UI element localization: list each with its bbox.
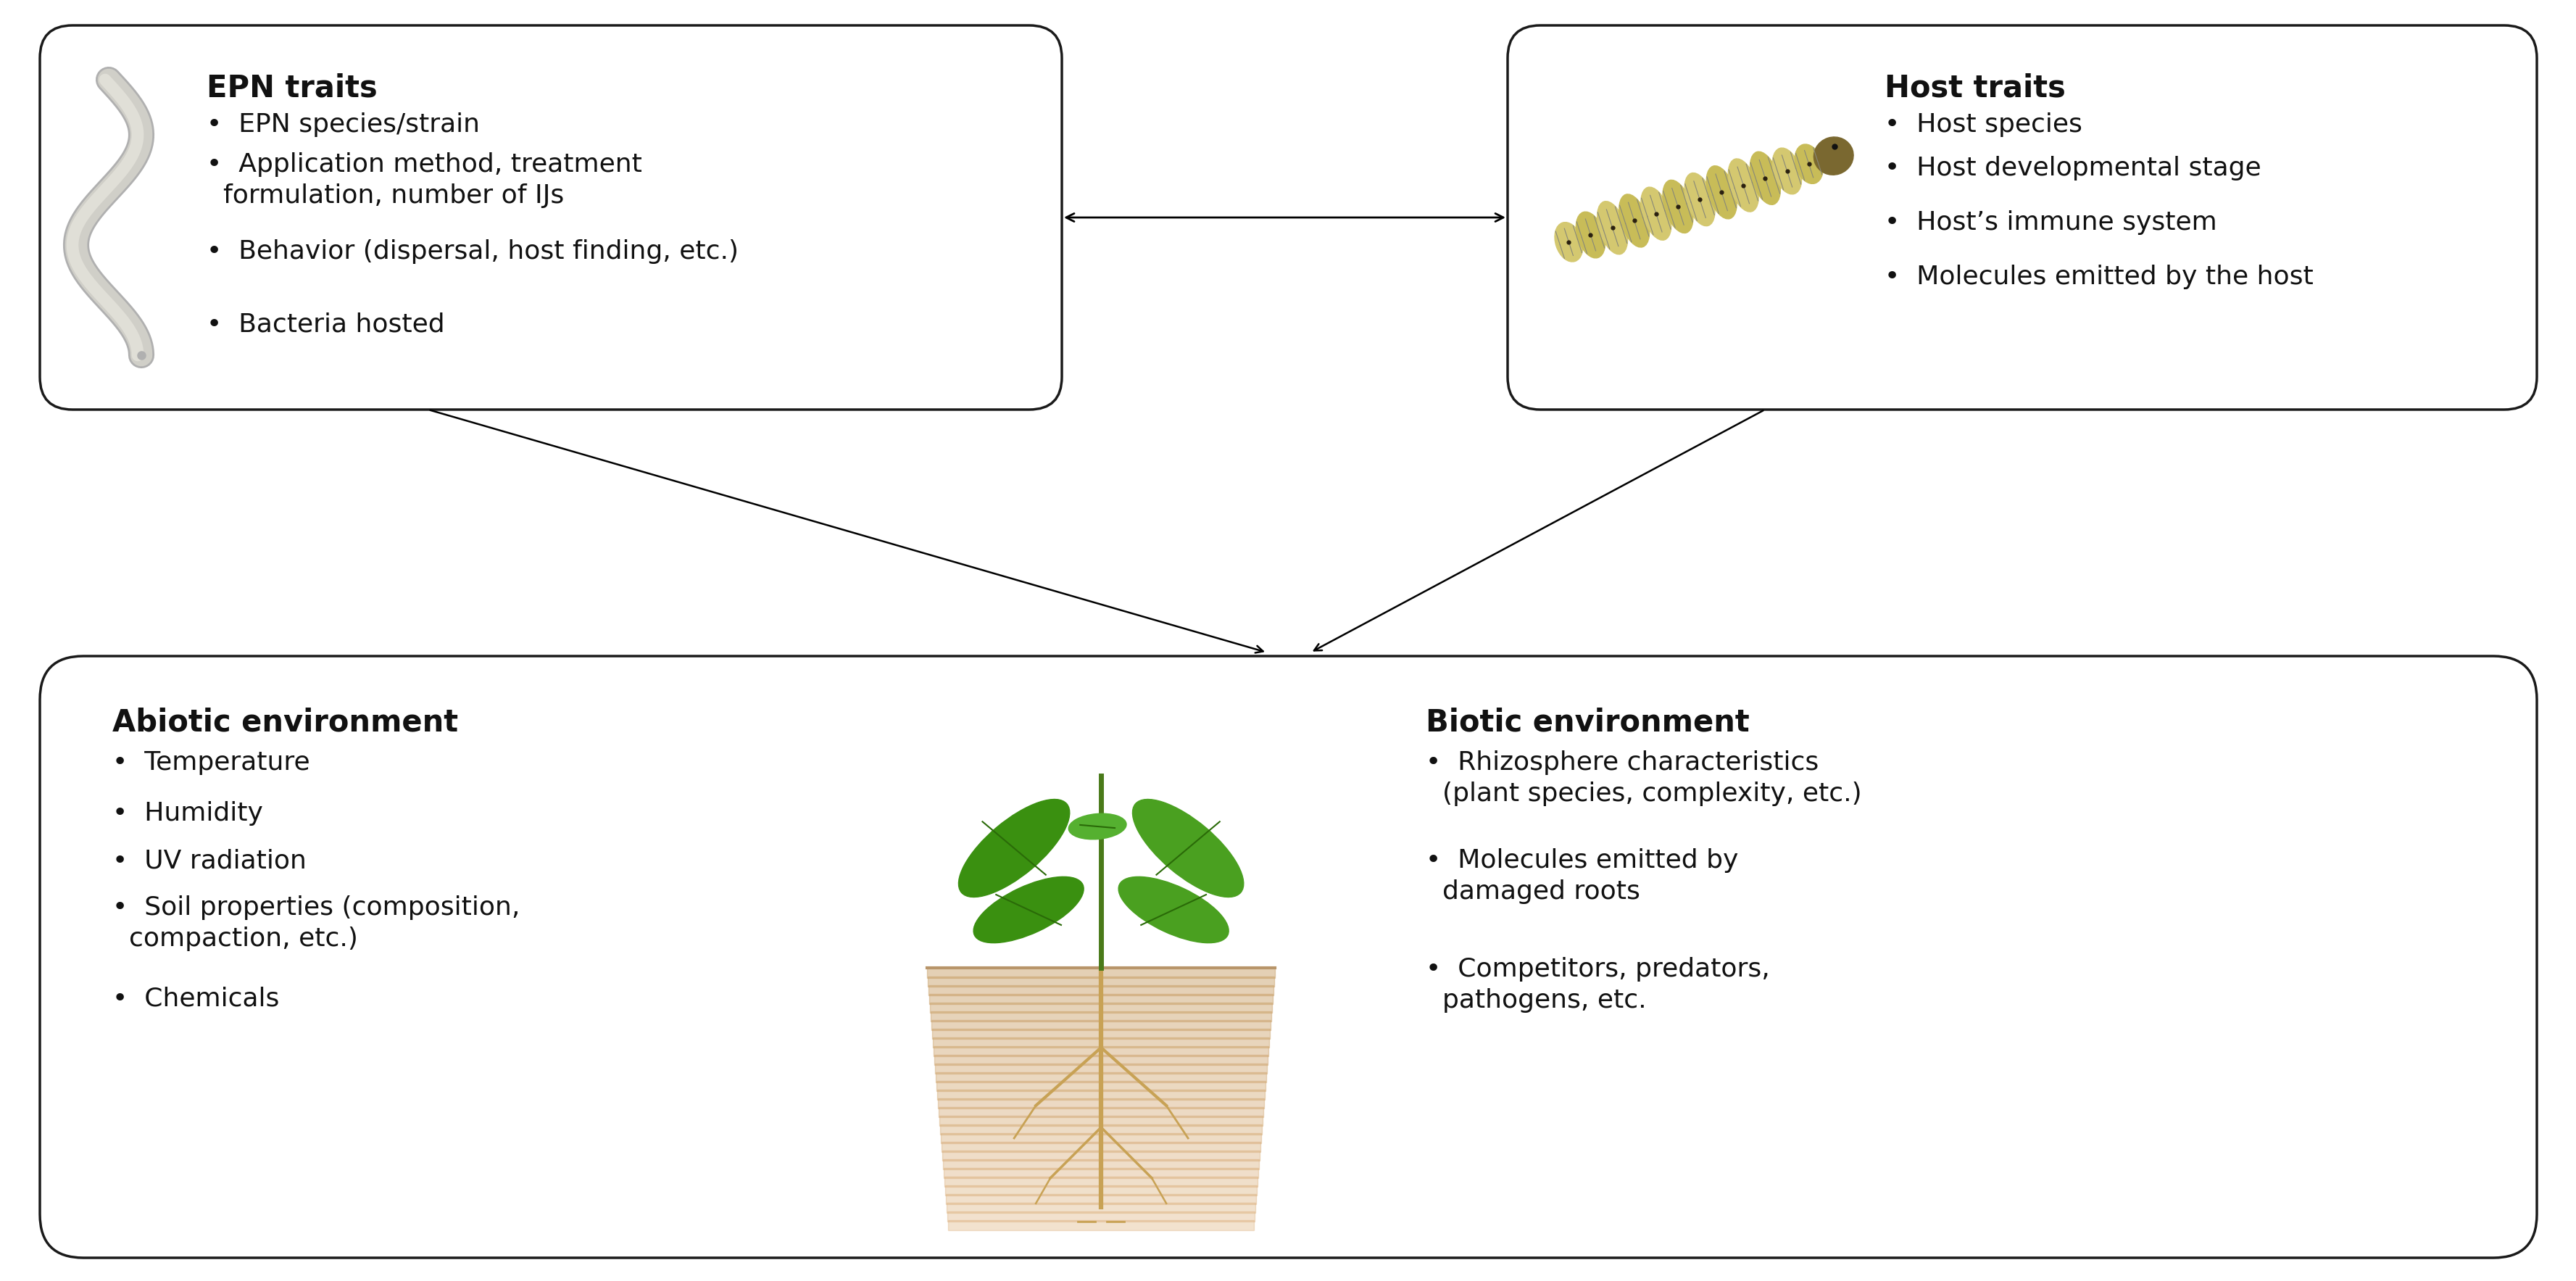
Text: •  Rhizosphere characteristics
  (plant species, complexity, etc.): • Rhizosphere characteristics (plant spe… — [1425, 751, 1862, 807]
Bar — [940, 1116, 1262, 1126]
Bar — [930, 994, 1273, 1004]
Text: Abiotic environment: Abiotic environment — [113, 707, 459, 738]
Bar — [938, 1090, 1265, 1100]
Ellipse shape — [1618, 195, 1649, 247]
Bar — [927, 976, 1275, 986]
Ellipse shape — [1705, 165, 1736, 219]
Text: •  UV radiation: • UV radiation — [113, 848, 307, 872]
Bar — [940, 1141, 1260, 1152]
Bar — [935, 1054, 1267, 1065]
Ellipse shape — [1749, 151, 1780, 205]
Bar — [938, 1098, 1265, 1108]
Text: •  Humidity: • Humidity — [113, 801, 263, 826]
Ellipse shape — [1772, 147, 1801, 195]
Text: Host traits: Host traits — [1883, 73, 2066, 102]
Bar — [940, 1134, 1260, 1143]
Ellipse shape — [958, 799, 1069, 897]
Bar — [933, 1029, 1270, 1039]
Bar — [943, 1159, 1260, 1170]
Text: •  Host developmental stage: • Host developmental stage — [1883, 156, 2262, 181]
Ellipse shape — [1069, 813, 1126, 839]
Bar — [935, 1072, 1265, 1082]
Bar — [948, 1220, 1255, 1230]
Bar — [927, 985, 1273, 995]
Ellipse shape — [1597, 201, 1628, 255]
Bar — [945, 1177, 1257, 1186]
FancyBboxPatch shape — [39, 26, 1061, 410]
Ellipse shape — [1795, 145, 1821, 183]
Text: •  EPN species/strain: • EPN species/strain — [206, 113, 479, 137]
Text: •  Chemicals: • Chemicals — [113, 986, 278, 1011]
Bar — [935, 1063, 1267, 1073]
Text: EPN traits: EPN traits — [206, 73, 376, 102]
Bar — [930, 1020, 1270, 1030]
Text: •  Application method, treatment
  formulation, number of IJs: • Application method, treatment formulat… — [206, 152, 641, 209]
Ellipse shape — [1685, 173, 1716, 225]
Ellipse shape — [1577, 211, 1605, 257]
Bar — [930, 1003, 1273, 1013]
Bar — [930, 1011, 1270, 1021]
Text: Biotic environment: Biotic environment — [1425, 707, 1749, 738]
Text: •  Behavior (dispersal, host finding, etc.): • Behavior (dispersal, host finding, etc… — [206, 240, 739, 264]
Bar — [940, 1125, 1262, 1135]
Bar — [943, 1150, 1260, 1161]
Ellipse shape — [1662, 181, 1692, 233]
Ellipse shape — [1814, 137, 1852, 175]
Bar — [933, 1038, 1270, 1048]
Text: •  Bacteria hosted: • Bacteria hosted — [206, 311, 446, 337]
Bar — [945, 1185, 1257, 1195]
Ellipse shape — [1728, 159, 1757, 211]
Text: •  Molecules emitted by the host: • Molecules emitted by the host — [1883, 265, 2313, 290]
Bar — [945, 1203, 1255, 1213]
FancyBboxPatch shape — [39, 656, 2537, 1258]
Text: •  Host’s immune system: • Host’s immune system — [1883, 210, 2215, 234]
Text: •  Competitors, predators,
  pathogens, etc.: • Competitors, predators, pathogens, etc… — [1425, 957, 1770, 1013]
Bar — [938, 1107, 1262, 1117]
Ellipse shape — [1118, 876, 1229, 943]
Bar — [943, 1168, 1257, 1179]
Ellipse shape — [974, 876, 1084, 943]
Ellipse shape — [1133, 799, 1244, 897]
FancyBboxPatch shape — [1507, 26, 2537, 410]
Ellipse shape — [1553, 223, 1582, 261]
Bar — [933, 1047, 1267, 1057]
Text: •  Soil properties (composition,
  compaction, etc.): • Soil properties (composition, compacti… — [113, 895, 520, 952]
Ellipse shape — [1641, 187, 1672, 240]
Bar — [935, 1081, 1265, 1091]
Text: •  Molecules emitted by
  damaged roots: • Molecules emitted by damaged roots — [1425, 848, 1739, 904]
Bar — [927, 968, 1275, 977]
Text: •  Temperature: • Temperature — [113, 751, 309, 775]
Bar — [945, 1194, 1257, 1204]
Bar — [948, 1212, 1255, 1222]
Text: •  Host species: • Host species — [1883, 113, 2081, 137]
